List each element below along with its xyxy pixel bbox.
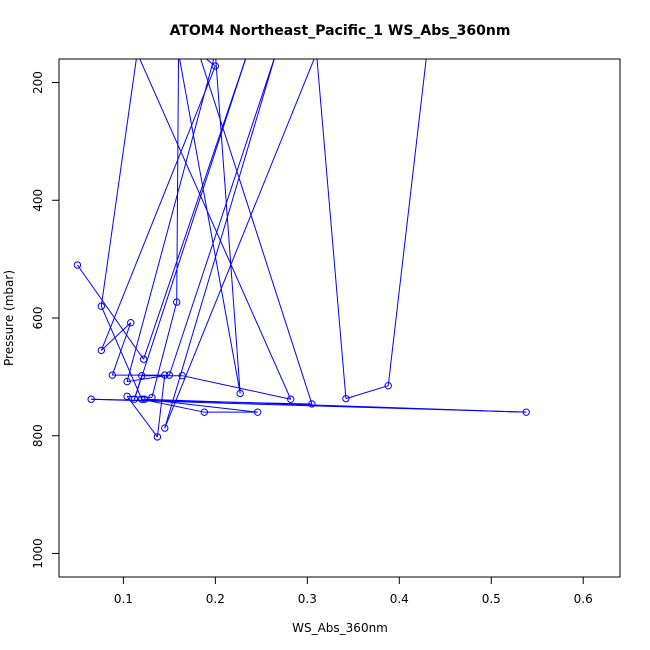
data-point [342,394,350,403]
series-line-segment [133,59,247,400]
data-point [178,371,186,380]
data-point [165,371,174,379]
y-axis: 200 400 600 800 1000 [31,71,60,569]
data-point [236,389,244,398]
y-tick-label: 400 [31,189,45,212]
series-line-segment [139,59,292,400]
series-line-segment [143,59,247,360]
data-point [138,371,146,380]
data-point [97,302,106,310]
data-point [308,400,316,408]
data-point [200,408,209,416]
x-tick-label: 0.4 [390,592,409,606]
series-line-segment [176,59,180,303]
data-point [161,371,169,379]
series-line-segment [179,59,241,394]
data-point [127,319,135,327]
x-tick-label: 0.1 [114,592,133,606]
series-line-segment [182,375,291,400]
data-point [130,395,139,403]
series-line-segment [126,374,170,383]
series-line-segment [316,59,347,399]
y-tick-label: 600 [31,307,45,330]
series-line-segment [151,301,178,398]
data-point [211,62,220,70]
series-line-segment [126,395,158,438]
series-line-segment [387,59,427,386]
data-point [73,261,82,269]
chart-title: ATOM4 Northeast_Pacific_1 WS_Abs_360nm [170,23,511,39]
plot-frame [58,58,621,578]
series-line-segment [200,59,313,405]
series-line-segment [164,59,315,429]
x-tick-label: 0.2 [206,592,225,606]
data-point [287,395,295,403]
series-line-segment [126,59,215,382]
series-line-segment [76,264,145,360]
series-line-segment [164,59,275,429]
data-point [108,371,117,379]
data-point [97,346,106,355]
plot-area [73,59,530,441]
series-line-segment [91,398,312,405]
data-point [253,408,262,416]
data-point [123,377,131,386]
x-axis-label: WS_Abs_360nm [292,621,388,635]
series-line-segment [100,65,216,351]
series-line-segment [215,59,241,394]
x-tick-label: 0.5 [482,592,501,606]
x-tick-label: 0.3 [298,592,317,606]
y-tick-label: 200 [31,71,45,94]
data-point [148,393,156,402]
data-point [140,395,149,403]
y-axis-label: Pressure (mbar) [2,270,16,366]
data-point [123,392,131,400]
data-point [173,298,181,306]
series-line-segment [111,322,132,376]
series-line-segment [168,59,275,376]
y-tick-label: 1000 [31,538,45,569]
y-tick-label: 800 [31,424,45,447]
series-line-segment [156,375,166,437]
x-tick-label: 0.6 [574,592,593,606]
series-line-segment [345,385,389,400]
data-point [138,395,146,403]
x-axis: 0.1 0.2 0.3 0.4 0.5 0.6 [114,576,593,606]
series-line-segment [100,322,132,351]
data-point [384,381,392,390]
data-point [139,355,148,363]
series-line-segment [100,306,143,400]
data-point [153,433,162,441]
data-point [522,408,530,416]
series-line-segment [100,59,137,307]
data-point [161,424,169,432]
data-point [87,395,95,403]
